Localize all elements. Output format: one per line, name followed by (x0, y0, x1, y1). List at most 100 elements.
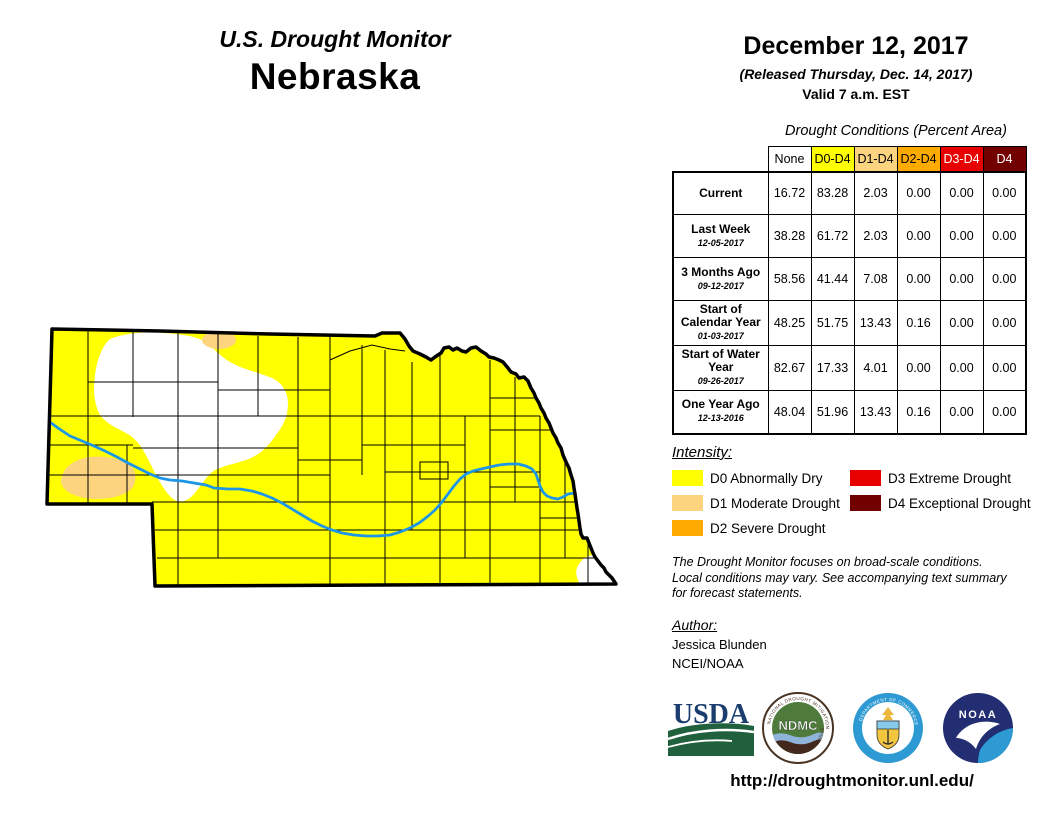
cell-value: 58.56 (767, 257, 812, 301)
cell-value: 0.00 (896, 257, 941, 301)
col-header-d0-d4: D0-D4 (810, 146, 855, 172)
cell-value: 0.00 (982, 345, 1027, 391)
cell-value: 0.00 (939, 345, 984, 391)
legend-label-d1: D1 Moderate Drought (710, 496, 840, 511)
author-title: Author: (672, 617, 718, 633)
cell-value: 2.03 (853, 171, 898, 215)
cell-value: 51.75 (810, 300, 855, 346)
cell-value: 13.43 (853, 300, 898, 346)
cell-value: 0.16 (896, 390, 941, 434)
row-label: 3 Months Ago (681, 264, 761, 279)
legend-label-d2: D2 Severe Drought (710, 521, 826, 536)
legend-swatch-d0 (672, 470, 703, 486)
noaa-logo: NOAA (943, 693, 1013, 763)
table-header-blank (673, 146, 768, 172)
cell-value: 0.00 (939, 300, 984, 346)
cell-value: 17.33 (810, 345, 855, 391)
noaa-light-sector (978, 728, 1013, 763)
table-header-row: None D0-D4 D1-D4 D2-D4 D3-D4 D4 (673, 146, 1027, 172)
noaa-bird (956, 721, 1000, 749)
commerce-eagle (882, 707, 894, 720)
row-label: Last Week (691, 221, 751, 236)
legend-swatch-d4 (850, 495, 881, 511)
cell-value: 0.00 (982, 214, 1027, 258)
row-date: 01-03-2017 (697, 331, 744, 341)
cell-value: 51.96 (810, 390, 855, 434)
col-header-none: None (767, 146, 812, 172)
county-lines (47, 330, 616, 586)
author-name: Jessica Blunden (672, 637, 767, 652)
cell-value: 61.72 (810, 214, 855, 258)
table-row-start-water-year: Start of Water Year 09-26-2017 82.67 17.3… (672, 345, 1027, 391)
cell-value: 0.16 (896, 300, 941, 346)
cell-value: 0.00 (896, 345, 941, 391)
date-block: December 12, 2017 (Released Thursday, De… (700, 32, 1012, 102)
table-row-one-year-ago: One Year Ago 12-13-2016 48.04 51.96 13.43… (672, 390, 1027, 434)
col-header-d3-d4: D3-D4 (939, 146, 984, 172)
drought-none-area (94, 332, 288, 502)
cell-value: 2.03 (853, 214, 898, 258)
usda-logo: USDA (668, 699, 754, 756)
col-header-d4: D4 (982, 146, 1027, 172)
cell-value: 82.67 (767, 345, 812, 391)
noaa-logo-text: NOAA (959, 709, 997, 721)
website-url: http://droughtmonitor.unl.edu/ (730, 771, 974, 790)
cell-value: 41.44 (810, 257, 855, 301)
cell-value: 13.43 (853, 390, 898, 434)
cell-value: 38.28 (767, 214, 812, 258)
river-line (47, 418, 577, 538)
row-label: Start of Water Year (681, 347, 760, 374)
ndmc-logo: NDMC NATIONAL DROUGHT MITIGATION CENTER … (762, 692, 834, 764)
legend-label-d4: D4 Exceptional Drought (888, 496, 1031, 511)
row-date: 09-26-2017 (697, 376, 744, 386)
author-org: NCEI/NOAA (672, 656, 744, 671)
cell-value: 0.00 (982, 390, 1027, 434)
cell-value: 0.00 (939, 257, 984, 301)
legend-swatch-d3 (850, 470, 881, 486)
table-title: Drought Conditions (Percent Area) (785, 123, 1007, 139)
legend-label-d3: D3 Extreme Drought (888, 471, 1012, 486)
state-name: Nebraska (249, 56, 421, 97)
drought-conditions-table: None D0-D4 D1-D4 D2-D4 D3-D4 D4 Current … (672, 146, 1027, 435)
legend-title: Intensity: (672, 444, 733, 461)
row-date: 09-12-2017 (697, 280, 744, 291)
table-row-start-calendar-year: Start of Calendar Year 01-03-2017 48.25 5… (672, 300, 1027, 346)
col-header-d2-d4: D2-D4 (896, 146, 941, 172)
row-date: 12-13-2016 (697, 413, 744, 424)
page-title: U.S. Drought Monitor (219, 26, 451, 52)
map-date: December 12, 2017 (743, 32, 969, 60)
cell-value: 16.72 (767, 171, 812, 215)
usda-swoosh (668, 728, 754, 741)
commerce-shield-chief (876, 720, 900, 730)
cell-value: 0.00 (939, 171, 984, 215)
cell-value: 0.00 (939, 214, 984, 258)
table-row-last-week: Last Week 12-05-2017 38.28 61.72 2.03 0.0… (672, 214, 1027, 258)
legend-label-d0: D0 Abnormally Dry (710, 471, 823, 486)
row-label: One Year Ago (681, 397, 760, 412)
commerce-anchor (882, 730, 894, 745)
release-date: (Released Thursday, Dec. 14, 2017) (739, 66, 973, 82)
cell-value: 0.00 (939, 390, 984, 434)
drought-d1-area-southwest (61, 456, 136, 499)
col-header-d1-d4: D1-D4 (853, 146, 898, 172)
usda-swoosh-2 (668, 739, 733, 748)
valid-time: Valid 7 a.m. EST (802, 86, 910, 102)
disclaimer-text: The Drought Monitor focuses on broad-sca… (672, 555, 1007, 600)
cell-value: 48.04 (767, 390, 812, 434)
cell-value: 4.01 (853, 345, 898, 391)
author-block: Author: Jessica Blunden NCEI/NOAA (672, 617, 767, 671)
drought-d1-area-north (202, 331, 236, 349)
legend-swatch-d2 (672, 520, 703, 536)
cell-value: 0.00 (982, 257, 1027, 301)
title-block: U.S. Drought Monitor Nebraska (140, 26, 530, 98)
cell-value: 0.00 (896, 171, 941, 215)
table-row-current: Current 16.72 83.28 2.03 0.00 0.00 0.00 (672, 171, 1027, 215)
table-row-3-months-ago: 3 Months Ago 09-12-2017 58.56 41.44 7.08 … (672, 257, 1027, 301)
legend-swatch-d1 (672, 495, 703, 511)
row-date: 12-05-2017 (697, 237, 744, 248)
commerce-seal-logo: DEPARTMENT OF COMMERCE UNITED STATES OF … (852, 692, 923, 763)
cell-value: 0.00 (896, 214, 941, 258)
cell-value: 7.08 (853, 257, 898, 301)
